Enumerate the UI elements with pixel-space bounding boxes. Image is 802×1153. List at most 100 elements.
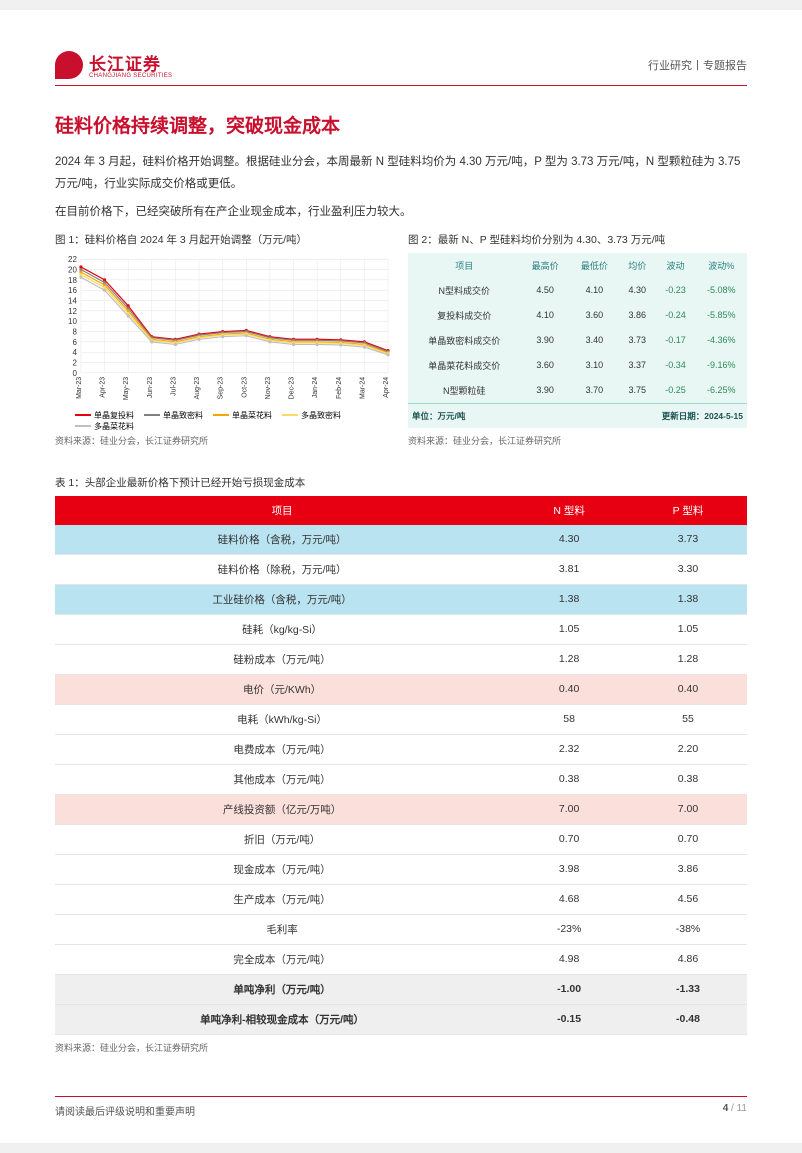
svg-text:Feb-24: Feb-24 — [336, 376, 343, 398]
price-cell: N型颗粒硅 — [408, 378, 521, 404]
price-cell: -4.36% — [696, 328, 747, 353]
cost-cell: 7.00 — [629, 794, 747, 824]
price-cell: -9.16% — [696, 353, 747, 378]
svg-text:20: 20 — [68, 265, 77, 274]
cost-cell: 3.81 — [509, 554, 629, 584]
cost-cell: 硅料价格（除税，万元/吨） — [55, 554, 509, 584]
svg-text:Sep-23: Sep-23 — [218, 376, 225, 399]
price-cell: 3.90 — [521, 378, 570, 404]
svg-text:10: 10 — [68, 317, 77, 326]
cost-cell: 0.40 — [509, 674, 629, 704]
price-footer: 单位：万元/吨更新日期：2024-5-15 — [408, 403, 747, 428]
price-cell: N型料成交价 — [408, 278, 521, 303]
figure-1-caption: 图 1：硅料价格自 2024 年 3 月起开始调整（万元/吨） — [55, 232, 394, 247]
cost-cell: 1.05 — [629, 614, 747, 644]
cost-cell: 4.56 — [629, 884, 747, 914]
svg-text:Jun-23: Jun-23 — [147, 376, 154, 397]
svg-text:Mar-23: Mar-23 — [76, 376, 83, 398]
price-cell: 3.73 — [619, 328, 656, 353]
price-cell: -0.17 — [656, 328, 696, 353]
cost-cell: 其他成本（万元/吨） — [55, 764, 509, 794]
cost-cell: 1.38 — [509, 584, 629, 614]
cost-cell: 3.30 — [629, 554, 747, 584]
price-cell: 3.10 — [570, 353, 619, 378]
price-cell: 复投料成交价 — [408, 303, 521, 328]
svg-text:Nov-23: Nov-23 — [265, 376, 272, 399]
cost-cell: 完全成本（万元/吨） — [55, 944, 509, 974]
section-title: 硅料价格持续调整，突破现金成本 — [55, 111, 747, 138]
price-cell: -0.25 — [656, 378, 696, 404]
price-cell: -0.34 — [656, 353, 696, 378]
svg-text:Jan-24: Jan-24 — [312, 376, 319, 397]
price-row: 单晶菜花料成交价3.603.103.37-0.34-9.16% — [408, 353, 747, 378]
cost-cell: 4.98 — [509, 944, 629, 974]
cost-cell: -0.15 — [509, 1004, 629, 1034]
cost-cell: 4.30 — [509, 525, 629, 555]
svg-text:16: 16 — [68, 286, 77, 295]
cost-cell: 单吨净利-相较现金成本（万元/吨） — [55, 1004, 509, 1034]
svg-text:Aug-23: Aug-23 — [194, 376, 201, 399]
price-cell: 3.75 — [619, 378, 656, 404]
price-row: 单晶致密料成交价3.903.403.73-0.17-4.36% — [408, 328, 747, 353]
cost-row: 工业硅价格（含税，万元/吨）1.381.38 — [55, 584, 747, 614]
price-th: 均价 — [619, 253, 656, 278]
cost-cell: 折旧（万元/吨） — [55, 824, 509, 854]
price-th: 最高价 — [521, 253, 570, 278]
footer-disclaimer: 请阅读最后评级说明和重要声明 — [55, 1103, 195, 1118]
price-th: 波动% — [696, 253, 747, 278]
legend-item: 多晶菜花料 — [75, 421, 134, 432]
legend-item: 多晶致密料 — [282, 410, 341, 421]
cost-cell: 1.28 — [629, 644, 747, 674]
page: 长江证券 CHANGJIANG SECURITIES 行业研究丨专题报告 硅料价… — [0, 10, 802, 1143]
price-row: 复投料成交价4.103.603.86-0.24-5.85% — [408, 303, 747, 328]
svg-text:2: 2 — [72, 358, 77, 367]
cost-row: 电费成本（万元/吨）2.322.20 — [55, 734, 747, 764]
cost-cell: 硅耗（kg/kg-Si） — [55, 614, 509, 644]
cost-cell: 55 — [629, 704, 747, 734]
cost-cell: 硅粉成本（万元/吨） — [55, 644, 509, 674]
legend-item: 单晶复投料 — [75, 410, 134, 421]
cost-row: 折旧（万元/吨）0.700.70 — [55, 824, 747, 854]
cost-cell: 4.68 — [509, 884, 629, 914]
svg-text:Apr-24: Apr-24 — [383, 376, 390, 397]
cost-cell: 1.28 — [509, 644, 629, 674]
cost-cell: 3.86 — [629, 854, 747, 884]
svg-text:8: 8 — [72, 327, 77, 336]
cost-cell: 0.40 — [629, 674, 747, 704]
price-cell: 单晶致密料成交价 — [408, 328, 521, 353]
cost-cell: 0.70 — [629, 824, 747, 854]
svg-text:14: 14 — [68, 296, 77, 305]
cost-row: 完全成本（万元/吨）4.984.86 — [55, 944, 747, 974]
cost-cell: 58 — [509, 704, 629, 734]
cost-cell: -23% — [509, 914, 629, 944]
logo-text-cn: 长江证券 — [89, 55, 161, 74]
price-th: 项目 — [408, 253, 521, 278]
cost-row: 产线投资额（亿元/万吨）7.007.00 — [55, 794, 747, 824]
cost-row: 其他成本（万元/吨）0.380.38 — [55, 764, 747, 794]
price-cell: -6.25% — [696, 378, 747, 404]
page-total: / 11 — [728, 1103, 747, 1114]
svg-text:Mar-24: Mar-24 — [359, 376, 366, 398]
cost-cell: 1.38 — [629, 584, 747, 614]
cost-cell: -38% — [629, 914, 747, 944]
price-row: N型料成交价4.504.104.30-0.23-5.08% — [408, 278, 747, 303]
price-cell: 4.30 — [619, 278, 656, 303]
cost-row: 电耗（kWh/kg-Si）5855 — [55, 704, 747, 734]
cost-cell: 电耗（kWh/kg-Si） — [55, 704, 509, 734]
cost-cell: -1.00 — [509, 974, 629, 1004]
cost-cell: -1.33 — [629, 974, 747, 1004]
cost-row: 硅耗（kg/kg-Si）1.051.05 — [55, 614, 747, 644]
price-cell: -5.85% — [696, 303, 747, 328]
cost-cell: 3.98 — [509, 854, 629, 884]
price-cell: 4.10 — [521, 303, 570, 328]
svg-text:22: 22 — [68, 255, 77, 264]
svg-text:Apr-23: Apr-23 — [100, 376, 107, 397]
cost-cell: 2.32 — [509, 734, 629, 764]
page-number: 4 / 11 — [723, 1103, 747, 1118]
legend-item: 单晶菜花料 — [213, 410, 272, 421]
logo-text-en: CHANGJIANG SECURITIES — [89, 73, 172, 79]
price-th: 波动 — [656, 253, 696, 278]
cost-row: 生产成本（万元/吨）4.684.56 — [55, 884, 747, 914]
figure-2-source: 资料来源：硅业分会，长江证券研究所 — [408, 434, 747, 447]
cost-cell: 产线投资额（亿元/万吨） — [55, 794, 509, 824]
